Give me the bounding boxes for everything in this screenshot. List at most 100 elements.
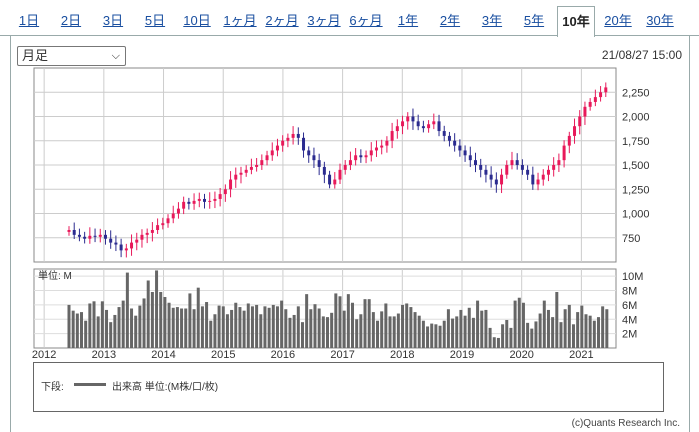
candle-body bbox=[359, 155, 363, 158]
tab-6[interactable]: 1ヶ月 bbox=[223, 13, 257, 28]
candle-body bbox=[531, 174, 535, 185]
volume-bar bbox=[296, 306, 300, 348]
price-y-tick-label: 1,750 bbox=[622, 136, 650, 148]
candle-body bbox=[374, 147, 378, 151]
volume-bar bbox=[392, 316, 396, 348]
volume-bar bbox=[338, 296, 342, 348]
candle-body bbox=[526, 169, 530, 175]
tab-12[interactable]: 3年 bbox=[481, 13, 503, 28]
volume-bar bbox=[96, 316, 100, 348]
tab-4[interactable]: 5日 bbox=[144, 13, 166, 28]
volume-bar bbox=[517, 297, 521, 348]
price-y-tick-label: 2,250 bbox=[622, 87, 650, 99]
tab-9[interactable]: 6ヶ月 bbox=[349, 13, 383, 28]
volume-bar bbox=[601, 306, 605, 348]
volume-bar bbox=[284, 309, 288, 348]
candle-body bbox=[140, 234, 144, 240]
volume-bar bbox=[509, 327, 513, 348]
x-tick-label: 2020 bbox=[509, 349, 533, 361]
volume-bar bbox=[325, 317, 329, 348]
volume-bar bbox=[209, 320, 213, 348]
volume-bar bbox=[88, 303, 92, 348]
candle-body bbox=[463, 150, 467, 156]
candle-body bbox=[93, 235, 97, 237]
candle-body bbox=[437, 121, 441, 132]
tab-13[interactable]: 5年 bbox=[523, 13, 545, 28]
volume-bar bbox=[288, 317, 292, 348]
volume-bar bbox=[592, 320, 596, 348]
volume-bar bbox=[263, 306, 267, 348]
candle-body bbox=[275, 145, 279, 151]
volume-bar bbox=[359, 314, 363, 348]
volume-bar bbox=[451, 318, 455, 348]
volume-bar bbox=[134, 315, 138, 348]
candle-body bbox=[119, 244, 123, 251]
tab-5[interactable]: 10日 bbox=[183, 13, 211, 28]
volume-bar bbox=[421, 320, 425, 348]
price-y-tick-label: 1,000 bbox=[622, 209, 650, 221]
candle-body bbox=[416, 121, 420, 127]
volume-bar bbox=[125, 272, 129, 348]
volume-bar bbox=[71, 310, 75, 348]
candle-body bbox=[354, 155, 358, 161]
candle-body bbox=[333, 179, 337, 185]
x-tick-label: 2013 bbox=[92, 349, 116, 361]
volume-bar bbox=[309, 309, 313, 348]
x-tick-label: 2018 bbox=[390, 349, 414, 361]
volume-bar bbox=[542, 300, 546, 348]
tab-14[interactable]: 10年 bbox=[557, 6, 595, 37]
price-y-tick-label: 2,000 bbox=[622, 112, 650, 124]
candle-body bbox=[124, 248, 128, 251]
candle-body bbox=[197, 198, 201, 201]
volume-bar bbox=[238, 307, 242, 348]
chart-type-value: 月足 bbox=[22, 48, 49, 63]
volume-bar bbox=[405, 303, 409, 348]
candle-body bbox=[213, 198, 217, 201]
volume-bar bbox=[521, 302, 525, 348]
tab-3[interactable]: 3日 bbox=[102, 13, 124, 28]
candle-body bbox=[515, 160, 519, 165]
volume-bar bbox=[75, 313, 79, 348]
chart-type-select[interactable]: 月足 ⌵ bbox=[17, 46, 126, 66]
tab-16[interactable]: 30年 bbox=[646, 13, 674, 28]
volume-bar bbox=[155, 270, 159, 348]
volume-bar bbox=[530, 328, 534, 348]
volume-bar bbox=[571, 324, 575, 348]
tab-1[interactable]: 1日 bbox=[18, 13, 40, 28]
candle-body bbox=[546, 169, 550, 175]
volume-bar bbox=[471, 317, 475, 348]
x-tick-label: 2012 bbox=[32, 349, 56, 361]
volume-bar bbox=[130, 308, 134, 348]
volume-bar bbox=[438, 325, 442, 348]
tab-15[interactable]: 20年 bbox=[604, 13, 632, 28]
candle-body bbox=[421, 126, 425, 129]
volume-bar bbox=[496, 337, 500, 348]
candle-body bbox=[192, 200, 196, 204]
candle-body bbox=[270, 150, 274, 156]
period-tab-bar: 1日 2日 3日 5日 10日 1ヶ月 2ヶ月 3ヶ月 6ヶ月 1年 2年 3年 5年 10年 20年 30年 bbox=[0, 0, 699, 37]
volume-bar bbox=[505, 319, 509, 348]
volume-bar bbox=[105, 309, 109, 348]
tab-10[interactable]: 1年 bbox=[397, 13, 419, 28]
tab-11[interactable]: 2年 bbox=[439, 13, 461, 28]
candle-body bbox=[145, 232, 149, 235]
candle-body bbox=[296, 133, 300, 138]
volume-bar bbox=[480, 310, 484, 348]
price-y-tick-label: 1,250 bbox=[622, 184, 650, 196]
volume-bar bbox=[171, 307, 175, 348]
candle-body bbox=[484, 169, 488, 175]
candle-body bbox=[255, 165, 259, 167]
tab-7[interactable]: 2ヶ月 bbox=[265, 13, 299, 28]
volume-bar bbox=[367, 299, 371, 348]
candle-body bbox=[208, 200, 212, 202]
candle-body bbox=[291, 133, 295, 138]
candle-body bbox=[161, 223, 165, 226]
tab-2[interactable]: 2日 bbox=[60, 13, 82, 28]
volume-bar bbox=[351, 302, 355, 348]
candle-body bbox=[380, 145, 384, 148]
volume-bar bbox=[205, 302, 209, 348]
tab-8[interactable]: 3ヶ月 bbox=[307, 13, 341, 28]
x-tick-label: 2015 bbox=[211, 349, 235, 361]
candle-body bbox=[552, 165, 556, 170]
volume-bar bbox=[380, 311, 384, 348]
